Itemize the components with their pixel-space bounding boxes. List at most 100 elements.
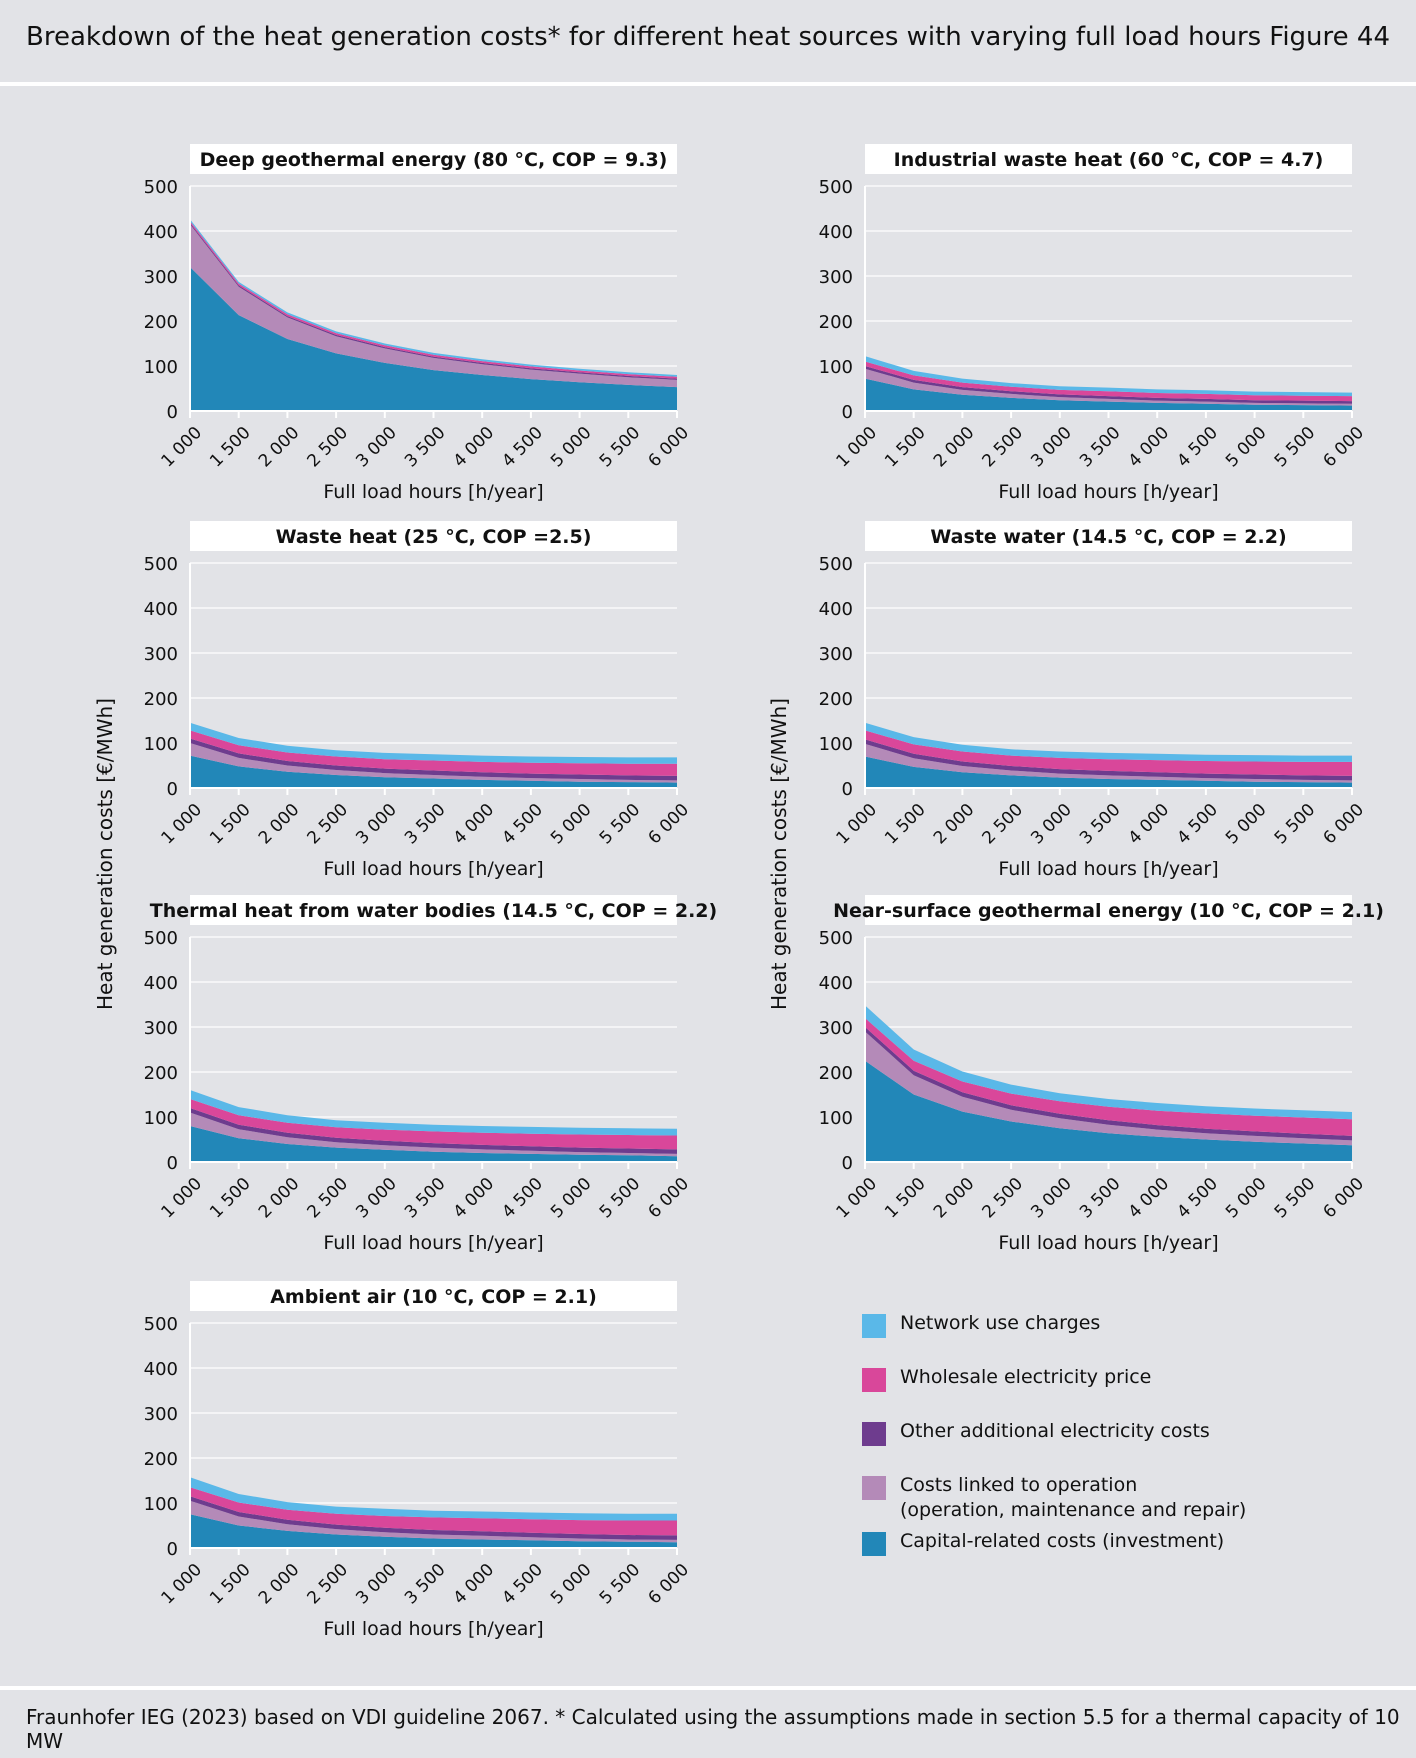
y-tick-label: 300 <box>144 267 178 288</box>
area-series-2 <box>190 1112 677 1157</box>
x-tick-label: 5 000 <box>1222 800 1271 849</box>
x-tick-label: 5 000 <box>547 800 596 849</box>
x-tick-label: 3 000 <box>1027 800 1076 849</box>
area-series-3 <box>865 739 1352 781</box>
x-tick-label: 6 000 <box>644 1560 693 1609</box>
x-tick-label: 1 000 <box>157 1560 206 1609</box>
legend-label-operation: Costs linked to operation <box>900 1474 1138 1496</box>
x-tick-label: 4 000 <box>450 800 499 849</box>
legend-swatch-network <box>862 1314 886 1338</box>
x-tick-label: 2 500 <box>979 1174 1028 1223</box>
y-tick-label: 200 <box>144 1449 178 1470</box>
x-tick-label: 1 000 <box>157 800 206 849</box>
x-axis-label: Full load hours [h/year] <box>998 1232 1218 1254</box>
chart-title: Near-surface geothermal energy (10 °C, C… <box>833 900 1384 922</box>
x-tick-label: 1 500 <box>206 423 255 472</box>
x-tick-label: 3 500 <box>1076 800 1125 849</box>
y-tick-label: 300 <box>144 1018 178 1039</box>
x-tick-label: 2 000 <box>255 1174 304 1223</box>
chart-panel-2: Industrial waste heat (60 °C, COP = 4.7)… <box>819 144 1368 503</box>
area-series-5 <box>190 722 677 764</box>
area-series-5 <box>190 1477 677 1521</box>
area-series-4 <box>190 1099 677 1150</box>
y-tick-label: 300 <box>819 644 853 665</box>
y-tick-label: 100 <box>819 734 853 755</box>
area-series-4 <box>190 1487 677 1536</box>
area-series-1 <box>865 378 1352 411</box>
x-tick-label: 2 000 <box>930 423 979 472</box>
chart-title: Ambient air (10 °C, COP = 2.1) <box>270 1286 597 1308</box>
x-tick-label: 2 500 <box>979 800 1028 849</box>
x-tick-label: 3 500 <box>401 1174 450 1223</box>
y-tick-label: 200 <box>819 689 853 710</box>
y-tick-label: 300 <box>819 1018 853 1039</box>
x-tick-label: 1 000 <box>157 423 206 472</box>
area-series-4 <box>190 730 677 776</box>
x-tick-label: 5 500 <box>1271 1174 1320 1223</box>
legend-label-operation-detail: (operation, maintenance and repair) <box>900 1499 1247 1521</box>
x-tick-label: 5 000 <box>547 1560 596 1609</box>
y-axis-label-left: Heat generation costs [€/MWh] <box>93 698 117 1010</box>
y-tick-label: 400 <box>819 222 853 243</box>
x-tick-label: 6 000 <box>1319 800 1368 849</box>
x-axis-label: Full load hours [h/year] <box>323 1618 543 1640</box>
area-series-1 <box>190 755 677 788</box>
y-tick-label: 500 <box>819 554 853 575</box>
y-tick-label: 400 <box>144 1359 178 1380</box>
legend-swatch-capital <box>862 1532 886 1556</box>
legend-label-wholesale: Wholesale electricity price <box>900 1366 1152 1388</box>
area-series-2 <box>190 743 677 783</box>
legend-label-capital: Capital-related costs (investment) <box>900 1530 1225 1552</box>
y-tick-label: 200 <box>144 312 178 333</box>
header: Breakdown of the heat generation costs* … <box>0 0 1416 82</box>
x-tick-label: 2 500 <box>304 1174 353 1223</box>
y-tick-label: 500 <box>819 928 853 949</box>
x-tick-label: 5 000 <box>1222 1174 1271 1223</box>
chart-title-box <box>865 521 1352 551</box>
y-tick-label: 400 <box>819 973 853 994</box>
chart-panel-1: Deep geothermal energy (80 °C, COP = 9.3… <box>144 144 693 503</box>
chart-title: Waste heat (25 °C, COP =2.5) <box>276 526 592 548</box>
x-axis-label: Full load hours [h/year] <box>998 858 1218 880</box>
x-tick-label: 3 500 <box>1076 423 1125 472</box>
y-tick-label: 400 <box>144 599 178 620</box>
area-series-4 <box>865 361 1352 402</box>
x-tick-label: 4 000 <box>1125 1174 1174 1223</box>
x-tick-label: 3 500 <box>401 423 450 472</box>
y-tick-label: 100 <box>144 1108 178 1129</box>
x-tick-label: 5 000 <box>1222 423 1271 472</box>
area-series-3 <box>190 1108 677 1154</box>
x-tick-label: 3 500 <box>401 1560 450 1609</box>
y-tick-label: 100 <box>144 1494 178 1515</box>
x-tick-label: 2 000 <box>930 1174 979 1223</box>
x-tick-label: 3 500 <box>1076 1174 1125 1223</box>
chart-title-box <box>190 895 677 925</box>
x-tick-label: 5 500 <box>1271 800 1320 849</box>
chart-panel-3: Waste heat (25 °C, COP =2.5) 0 100 200 300 40… <box>144 521 693 880</box>
x-tick-label: 3 000 <box>1027 423 1076 472</box>
area-series-5 <box>865 722 1352 762</box>
charts-canvas: Deep geothermal energy (80 °C, COP = 9.3… <box>144 144 1384 1640</box>
area-series-1 <box>865 756 1352 788</box>
chart-panel-7: Ambient air (10 °C, COP = 2.1) 0 100 200 300… <box>144 1281 693 1640</box>
x-tick-label: 3 000 <box>352 1560 401 1609</box>
x-tick-label: 2 500 <box>979 423 1028 472</box>
chart-panel-6: Near-surface geothermal energy (10 °C, C… <box>819 895 1384 1254</box>
legend-label-network: Network use charges <box>900 1312 1101 1334</box>
x-tick-label: 6 000 <box>644 1174 693 1223</box>
chart-title-box <box>865 144 1352 174</box>
figure-title: Breakdown of the heat generation costs* … <box>26 22 1262 52</box>
x-tick-label: 3 000 <box>1027 1174 1076 1223</box>
x-tick-label: 2 000 <box>255 800 304 849</box>
y-tick-label: 300 <box>144 1404 178 1425</box>
x-tick-label: 6 000 <box>644 423 693 472</box>
area-series-2 <box>865 743 1352 783</box>
y-tick-label: 300 <box>819 267 853 288</box>
x-tick-label: 5 500 <box>1271 423 1320 472</box>
y-tick-label: 300 <box>144 644 178 665</box>
x-tick-label: 1 500 <box>881 1174 930 1223</box>
y-tick-label: 200 <box>819 1063 853 1084</box>
y-tick-label: 100 <box>144 734 178 755</box>
x-tick-label: 2 500 <box>304 800 353 849</box>
y-axis-label-right: Heat generation costs [€/MWh] <box>767 698 791 1010</box>
